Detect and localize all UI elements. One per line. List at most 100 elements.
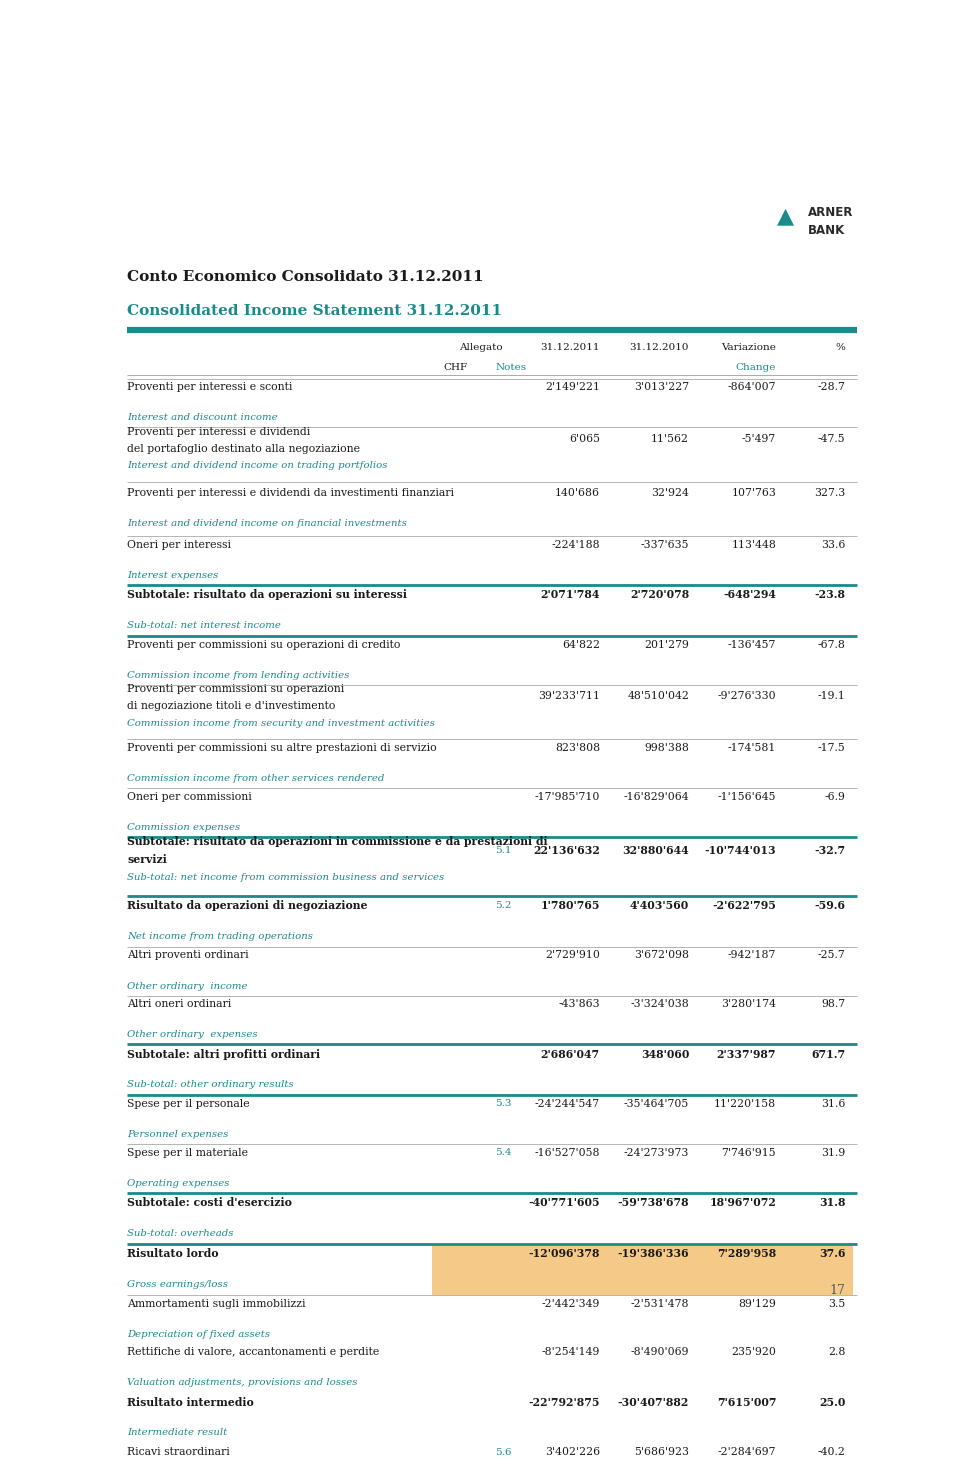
Text: 235'920: 235'920	[732, 1348, 777, 1357]
Text: 5.6: 5.6	[495, 1448, 512, 1457]
Text: 7'289'958: 7'289'958	[717, 1248, 777, 1259]
Text: 39'233'711: 39'233'711	[538, 691, 600, 701]
Text: -23.8: -23.8	[814, 589, 846, 600]
Text: Intermediate result: Intermediate result	[128, 1429, 228, 1438]
Text: 5.3: 5.3	[495, 1099, 512, 1109]
Text: 140'686: 140'686	[555, 488, 600, 498]
Text: 2'149'221: 2'149'221	[545, 382, 600, 392]
Text: -28.7: -28.7	[818, 382, 846, 392]
Text: -2'284'697: -2'284'697	[718, 1446, 777, 1457]
Text: 18'967'072: 18'967'072	[709, 1198, 777, 1208]
Text: 17: 17	[829, 1284, 846, 1298]
Text: Proventi per interessi e dividendi da investimenti finanziari: Proventi per interessi e dividendi da in…	[128, 488, 454, 498]
Text: 2'686'047: 2'686'047	[540, 1049, 600, 1059]
Text: Notes: Notes	[495, 362, 526, 371]
Text: -16'527'058: -16'527'058	[535, 1147, 600, 1158]
Text: -2'442'349: -2'442'349	[541, 1299, 600, 1308]
Text: -32.7: -32.7	[814, 846, 846, 856]
Text: 32'924: 32'924	[651, 488, 689, 498]
Text: -648'294: -648'294	[723, 589, 777, 600]
Text: 348'060: 348'060	[640, 1049, 689, 1059]
Text: Allegato: Allegato	[459, 343, 503, 352]
Text: 2.8: 2.8	[828, 1348, 846, 1357]
Text: 2'337'987: 2'337'987	[717, 1049, 777, 1059]
Text: 31.6: 31.6	[821, 1099, 846, 1109]
Text: -12'096'378: -12'096'378	[528, 1248, 600, 1259]
Text: 7'615'007: 7'615'007	[717, 1396, 777, 1408]
Text: -25.7: -25.7	[818, 950, 846, 960]
Text: -864'007: -864'007	[728, 382, 777, 392]
Text: Gross earnings/loss: Gross earnings/loss	[128, 1280, 228, 1289]
Text: -16'829'064: -16'829'064	[624, 791, 689, 801]
Text: servizi: servizi	[128, 854, 167, 865]
Text: -17.5: -17.5	[818, 742, 846, 753]
Text: 37.6: 37.6	[819, 1248, 846, 1259]
Text: 32'880'644: 32'880'644	[622, 846, 689, 856]
Text: 11'220'158: 11'220'158	[714, 1099, 777, 1109]
Text: -24'273'973: -24'273'973	[624, 1147, 689, 1158]
Text: Personnel expenses: Personnel expenses	[128, 1130, 228, 1139]
Text: 5.2: 5.2	[495, 901, 512, 910]
Text: ▲: ▲	[778, 206, 795, 227]
Text: -10'744'013: -10'744'013	[705, 846, 777, 856]
Text: Sub-total: net interest income: Sub-total: net interest income	[128, 620, 281, 630]
Text: 2'729'910: 2'729'910	[545, 950, 600, 960]
Text: Commission expenses: Commission expenses	[128, 823, 241, 832]
Text: 3'402'226: 3'402'226	[544, 1446, 600, 1457]
Text: Operating expenses: Operating expenses	[128, 1178, 230, 1187]
Text: -47.5: -47.5	[818, 433, 846, 443]
Text: 31.8: 31.8	[819, 1198, 846, 1208]
Text: 25.0: 25.0	[819, 1396, 846, 1408]
Text: 107'763: 107'763	[732, 488, 777, 498]
Text: -9'276'330: -9'276'330	[717, 691, 777, 701]
Text: Proventi per commissioni su altre prestazioni di servizio: Proventi per commissioni su altre presta…	[128, 742, 437, 753]
Text: 3'672'098: 3'672'098	[635, 950, 689, 960]
Text: 64'822: 64'822	[562, 639, 600, 650]
Text: 31.12.2011: 31.12.2011	[540, 343, 600, 352]
Text: -17'985'710: -17'985'710	[535, 791, 600, 801]
Text: Altri oneri ordinari: Altri oneri ordinari	[128, 999, 231, 1009]
Text: Conto Economico Consolidato 31.12.2011: Conto Economico Consolidato 31.12.2011	[128, 270, 484, 284]
Text: -224'188: -224'188	[551, 539, 600, 549]
Text: Subtotale: risultato da operazioni in commissione e da prestazioni di: Subtotale: risultato da operazioni in co…	[128, 835, 552, 847]
Text: Valuation adjustments, provisions and losses: Valuation adjustments, provisions and lo…	[128, 1379, 358, 1388]
Text: 671.7: 671.7	[811, 1049, 846, 1059]
Text: 201'279: 201'279	[644, 639, 689, 650]
Text: Risultato lordo: Risultato lordo	[128, 1248, 219, 1259]
Text: 7'746'915: 7'746'915	[722, 1147, 777, 1158]
Text: -40'771'605: -40'771'605	[528, 1198, 600, 1208]
Text: Sub-total: other ordinary results: Sub-total: other ordinary results	[128, 1080, 294, 1089]
Text: Risultato da operazioni di negoziazione: Risultato da operazioni di negoziazione	[128, 900, 368, 910]
Text: 998'388: 998'388	[644, 742, 689, 753]
Text: Oneri per commissioni: Oneri per commissioni	[128, 791, 252, 801]
Text: Consolidated Income Statement 31.12.2011: Consolidated Income Statement 31.12.2011	[128, 303, 503, 318]
Text: CHF: CHF	[444, 362, 468, 371]
Text: -6.9: -6.9	[825, 791, 846, 801]
Text: 327.3: 327.3	[814, 488, 846, 498]
Text: -136'457: -136'457	[728, 639, 777, 650]
Text: -19.1: -19.1	[818, 691, 846, 701]
Text: -3'324'038: -3'324'038	[631, 999, 689, 1009]
Text: -174'581: -174'581	[728, 742, 777, 753]
Text: 3'013'227: 3'013'227	[634, 382, 689, 392]
Text: Interest and discount income: Interest and discount income	[128, 414, 278, 423]
Text: 5.1: 5.1	[495, 846, 512, 854]
Text: Oneri per interessi: Oneri per interessi	[128, 539, 231, 549]
Text: Other ordinary  expenses: Other ordinary expenses	[128, 1030, 258, 1040]
Bar	[432, 1245, 852, 1295]
Text: -1'156'645: -1'156'645	[718, 791, 777, 801]
Text: Interest and dividend income on trading portfolios: Interest and dividend income on trading …	[128, 461, 388, 470]
Text: 98.7: 98.7	[821, 999, 846, 1009]
Text: Rettifiche di valore, accantonamenti e perdite: Rettifiche di valore, accantonamenti e p…	[128, 1348, 380, 1357]
Text: -43'863: -43'863	[559, 999, 600, 1009]
Text: Risultato intermedio: Risultato intermedio	[128, 1396, 254, 1408]
Text: -67.8: -67.8	[818, 639, 846, 650]
Text: -30'407'882: -30'407'882	[618, 1396, 689, 1408]
Text: Spese per il personale: Spese per il personale	[128, 1099, 250, 1109]
Text: Ricavi straordinari: Ricavi straordinari	[128, 1446, 230, 1457]
Text: -40.2: -40.2	[818, 1446, 846, 1457]
Text: Sub-total: net income from commission business and services: Sub-total: net income from commission bu…	[128, 873, 444, 882]
Text: Spese per il materiale: Spese per il materiale	[128, 1147, 249, 1158]
Text: 11'562: 11'562	[651, 433, 689, 443]
Text: 3'280'174: 3'280'174	[721, 999, 777, 1009]
